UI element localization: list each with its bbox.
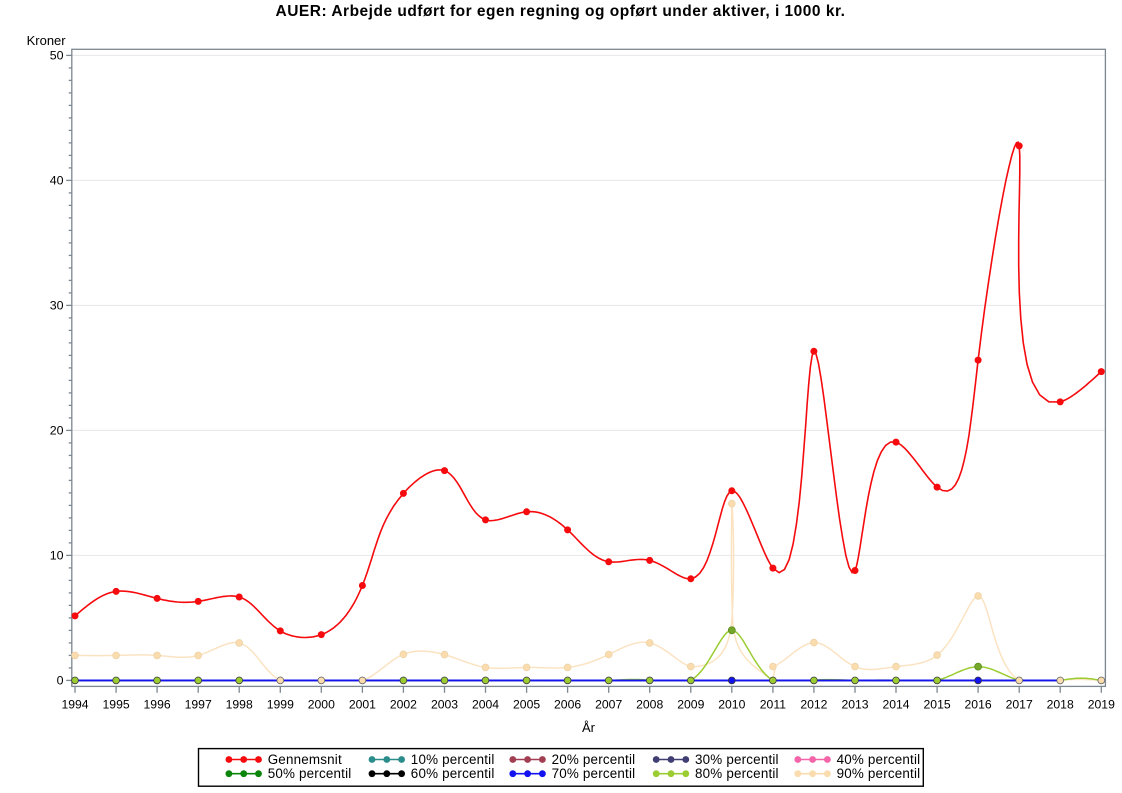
svg-text:10% percentil: 10% percentil (411, 752, 495, 767)
svg-text:0: 0 (57, 673, 64, 687)
svg-text:År: År (582, 720, 596, 735)
svg-text:1994: 1994 (61, 698, 88, 712)
svg-text:2017: 2017 (1006, 698, 1033, 712)
svg-text:Kroner: Kroner (27, 33, 67, 48)
svg-text:2007: 2007 (595, 698, 622, 712)
svg-text:Gennemsnit: Gennemsnit (268, 752, 342, 767)
svg-text:1997: 1997 (185, 698, 212, 712)
svg-text:1995: 1995 (103, 698, 130, 712)
svg-text:AUER: Arbejde udført for egen: AUER: Arbejde udført for egen regning og… (276, 3, 846, 20)
svg-text:2004: 2004 (472, 698, 499, 712)
svg-text:90% percentil: 90% percentil (837, 766, 921, 781)
svg-text:1999: 1999 (267, 698, 294, 712)
svg-text:2014: 2014 (882, 698, 909, 712)
svg-text:2008: 2008 (636, 698, 663, 712)
svg-text:2009: 2009 (677, 698, 704, 712)
svg-text:2019: 2019 (1088, 698, 1115, 712)
svg-text:80% percentil: 80% percentil (695, 766, 779, 781)
svg-text:40: 40 (50, 173, 64, 187)
svg-text:2015: 2015 (924, 698, 951, 712)
svg-text:2002: 2002 (390, 698, 417, 712)
svg-text:60% percentil: 60% percentil (411, 766, 495, 781)
svg-text:2010: 2010 (718, 698, 745, 712)
svg-text:10: 10 (50, 548, 64, 562)
svg-text:40% percentil: 40% percentil (837, 752, 921, 767)
svg-text:2013: 2013 (841, 698, 868, 712)
svg-text:30% percentil: 30% percentil (695, 752, 779, 767)
svg-text:1998: 1998 (226, 698, 253, 712)
svg-text:2003: 2003 (431, 698, 458, 712)
svg-text:70% percentil: 70% percentil (552, 766, 636, 781)
svg-text:50% percentil: 50% percentil (268, 766, 352, 781)
svg-text:2011: 2011 (760, 698, 786, 712)
svg-text:30: 30 (50, 298, 64, 312)
svg-text:2000: 2000 (308, 698, 335, 712)
svg-text:2018: 2018 (1047, 698, 1074, 712)
svg-text:2012: 2012 (800, 698, 827, 712)
svg-text:2016: 2016 (965, 698, 992, 712)
svg-text:2006: 2006 (554, 698, 581, 712)
svg-text:50: 50 (50, 48, 64, 62)
svg-text:20: 20 (50, 423, 64, 437)
svg-text:2001: 2001 (349, 698, 376, 712)
svg-text:2005: 2005 (513, 698, 540, 712)
svg-text:1996: 1996 (144, 698, 171, 712)
svg-text:20% percentil: 20% percentil (552, 752, 636, 767)
